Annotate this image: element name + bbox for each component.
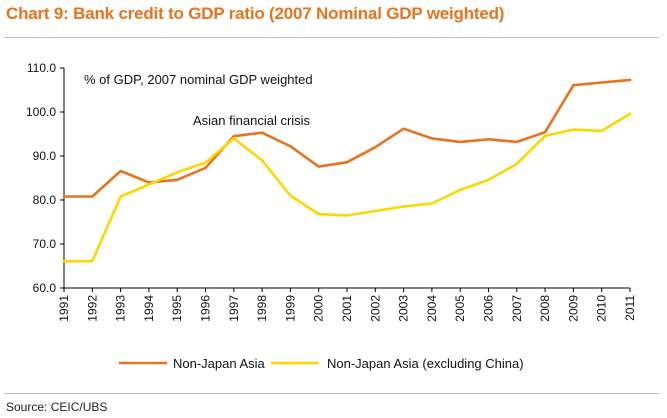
x-tick-label: 2003 — [397, 295, 411, 322]
series-lines — [62, 78, 632, 263]
series-line-non-japan-asia-ex-china — [62, 112, 632, 263]
x-tick-label: 1993 — [114, 295, 128, 322]
x-tick-label: 1999 — [283, 295, 297, 322]
asian-financial-crisis-annotation: Asian financial crisis — [193, 113, 311, 128]
y-tick-label: 60.0 — [33, 281, 57, 295]
y-tick-label: 90.0 — [33, 149, 57, 163]
x-tick-label: 1995 — [170, 295, 184, 322]
y-tick-label: 110.0 — [27, 61, 56, 75]
x-tick-label: 1997 — [227, 295, 241, 322]
x-tick-label: 1996 — [199, 295, 213, 322]
x-tick-label: 1994 — [142, 295, 156, 322]
x-tick-label: 2009 — [566, 295, 580, 322]
x-tick-label: 2002 — [368, 295, 382, 322]
units-annotation: % of GDP, 2007 nominal GDP weighted — [84, 72, 313, 87]
x-tick-label: 1998 — [255, 295, 269, 322]
x-tick-label: 1992 — [85, 295, 99, 322]
x-tick-label: 2006 — [482, 295, 496, 322]
series-line-non-japan-asia — [62, 78, 632, 198]
y-tick-label: 70.0 — [33, 237, 57, 251]
x-tick-label: 2007 — [510, 295, 524, 322]
x-tick-label: 2008 — [538, 295, 552, 322]
chart-frame — [4, 37, 659, 394]
source-note: Source: CEIC/UBS — [6, 400, 108, 414]
y-tick-label: 100.0 — [26, 105, 56, 119]
y-tick-label: 80.0 — [33, 193, 57, 207]
x-tick-label: 2004 — [425, 295, 439, 322]
legend-label: Non-Japan Asia (excluding China) — [327, 356, 524, 371]
chart-title: Chart 9: Bank credit to GDP ratio (2007 … — [6, 4, 505, 23]
x-tick-label: 2000 — [312, 295, 326, 322]
legend-label: Non-Japan Asia — [173, 356, 266, 371]
x-tick-label: 2005 — [453, 295, 467, 322]
legend: Non-Japan Asia Non-Japan Asia (excluding … — [119, 356, 524, 371]
x-tick-label: 2011 — [623, 295, 637, 321]
x-tick-label: 1991 — [57, 295, 71, 322]
x-tick-label: 2010 — [595, 295, 609, 322]
x-tick-label: 2001 — [340, 295, 354, 322]
